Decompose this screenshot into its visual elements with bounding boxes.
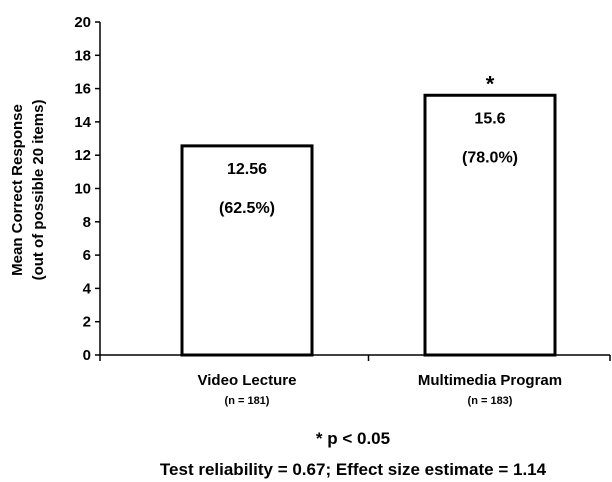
- reliability-footnote: Test reliability = 0.67; Effect size est…: [160, 460, 547, 479]
- bars: 12.56 (62.5%) 15.6 (78.0%) *: [180, 71, 557, 357]
- y-tick-label: 12: [74, 147, 91, 164]
- bar-percent-label: (78.0%): [462, 149, 518, 166]
- y-tick-label: 8: [83, 214, 91, 231]
- y-axis-title-line-2: (out of possible 20 items): [30, 100, 47, 281]
- significance-asterisk: *: [486, 71, 495, 96]
- y-axis-title: Mean Correct Response (out of possible 20…: [9, 100, 47, 281]
- x-category-label: Video Lecture: [198, 372, 297, 389]
- y-tick-label: 2: [83, 314, 91, 331]
- x-category-n-label: (n = 183): [468, 395, 513, 407]
- bar: [180, 144, 314, 357]
- x-category-n-label: (n = 181): [225, 395, 270, 407]
- y-tick-label: 16: [74, 81, 91, 98]
- bar-value-label: 12.56: [227, 161, 267, 178]
- x-category-label: Multimedia Program: [418, 372, 562, 389]
- y-tick-label: 6: [83, 247, 91, 264]
- y-tick-label: 0: [83, 347, 91, 364]
- y-tick-label: 4: [83, 280, 92, 297]
- y-tick-label: 10: [74, 181, 91, 198]
- significance-footnote: * p < 0.05: [316, 429, 390, 448]
- footnotes: * p < 0.05 Test reliability = 0.67; Effec…: [160, 429, 547, 479]
- y-tick-label: 14: [74, 114, 91, 131]
- bar: [423, 93, 557, 357]
- y-axis-ticks: 0 2 4 6 8 10 12 14 16 18 20: [74, 14, 100, 364]
- bar-percent-label: (62.5%): [219, 200, 275, 217]
- bar-value-label: 15.6: [474, 110, 505, 127]
- y-tick-label: 20: [74, 14, 91, 31]
- y-tick-label: 18: [74, 47, 91, 64]
- x-axis-categories: Video Lecture (n = 181) Multimedia Program…: [198, 372, 563, 407]
- y-axis-title-line-1: Mean Correct Response: [9, 104, 26, 276]
